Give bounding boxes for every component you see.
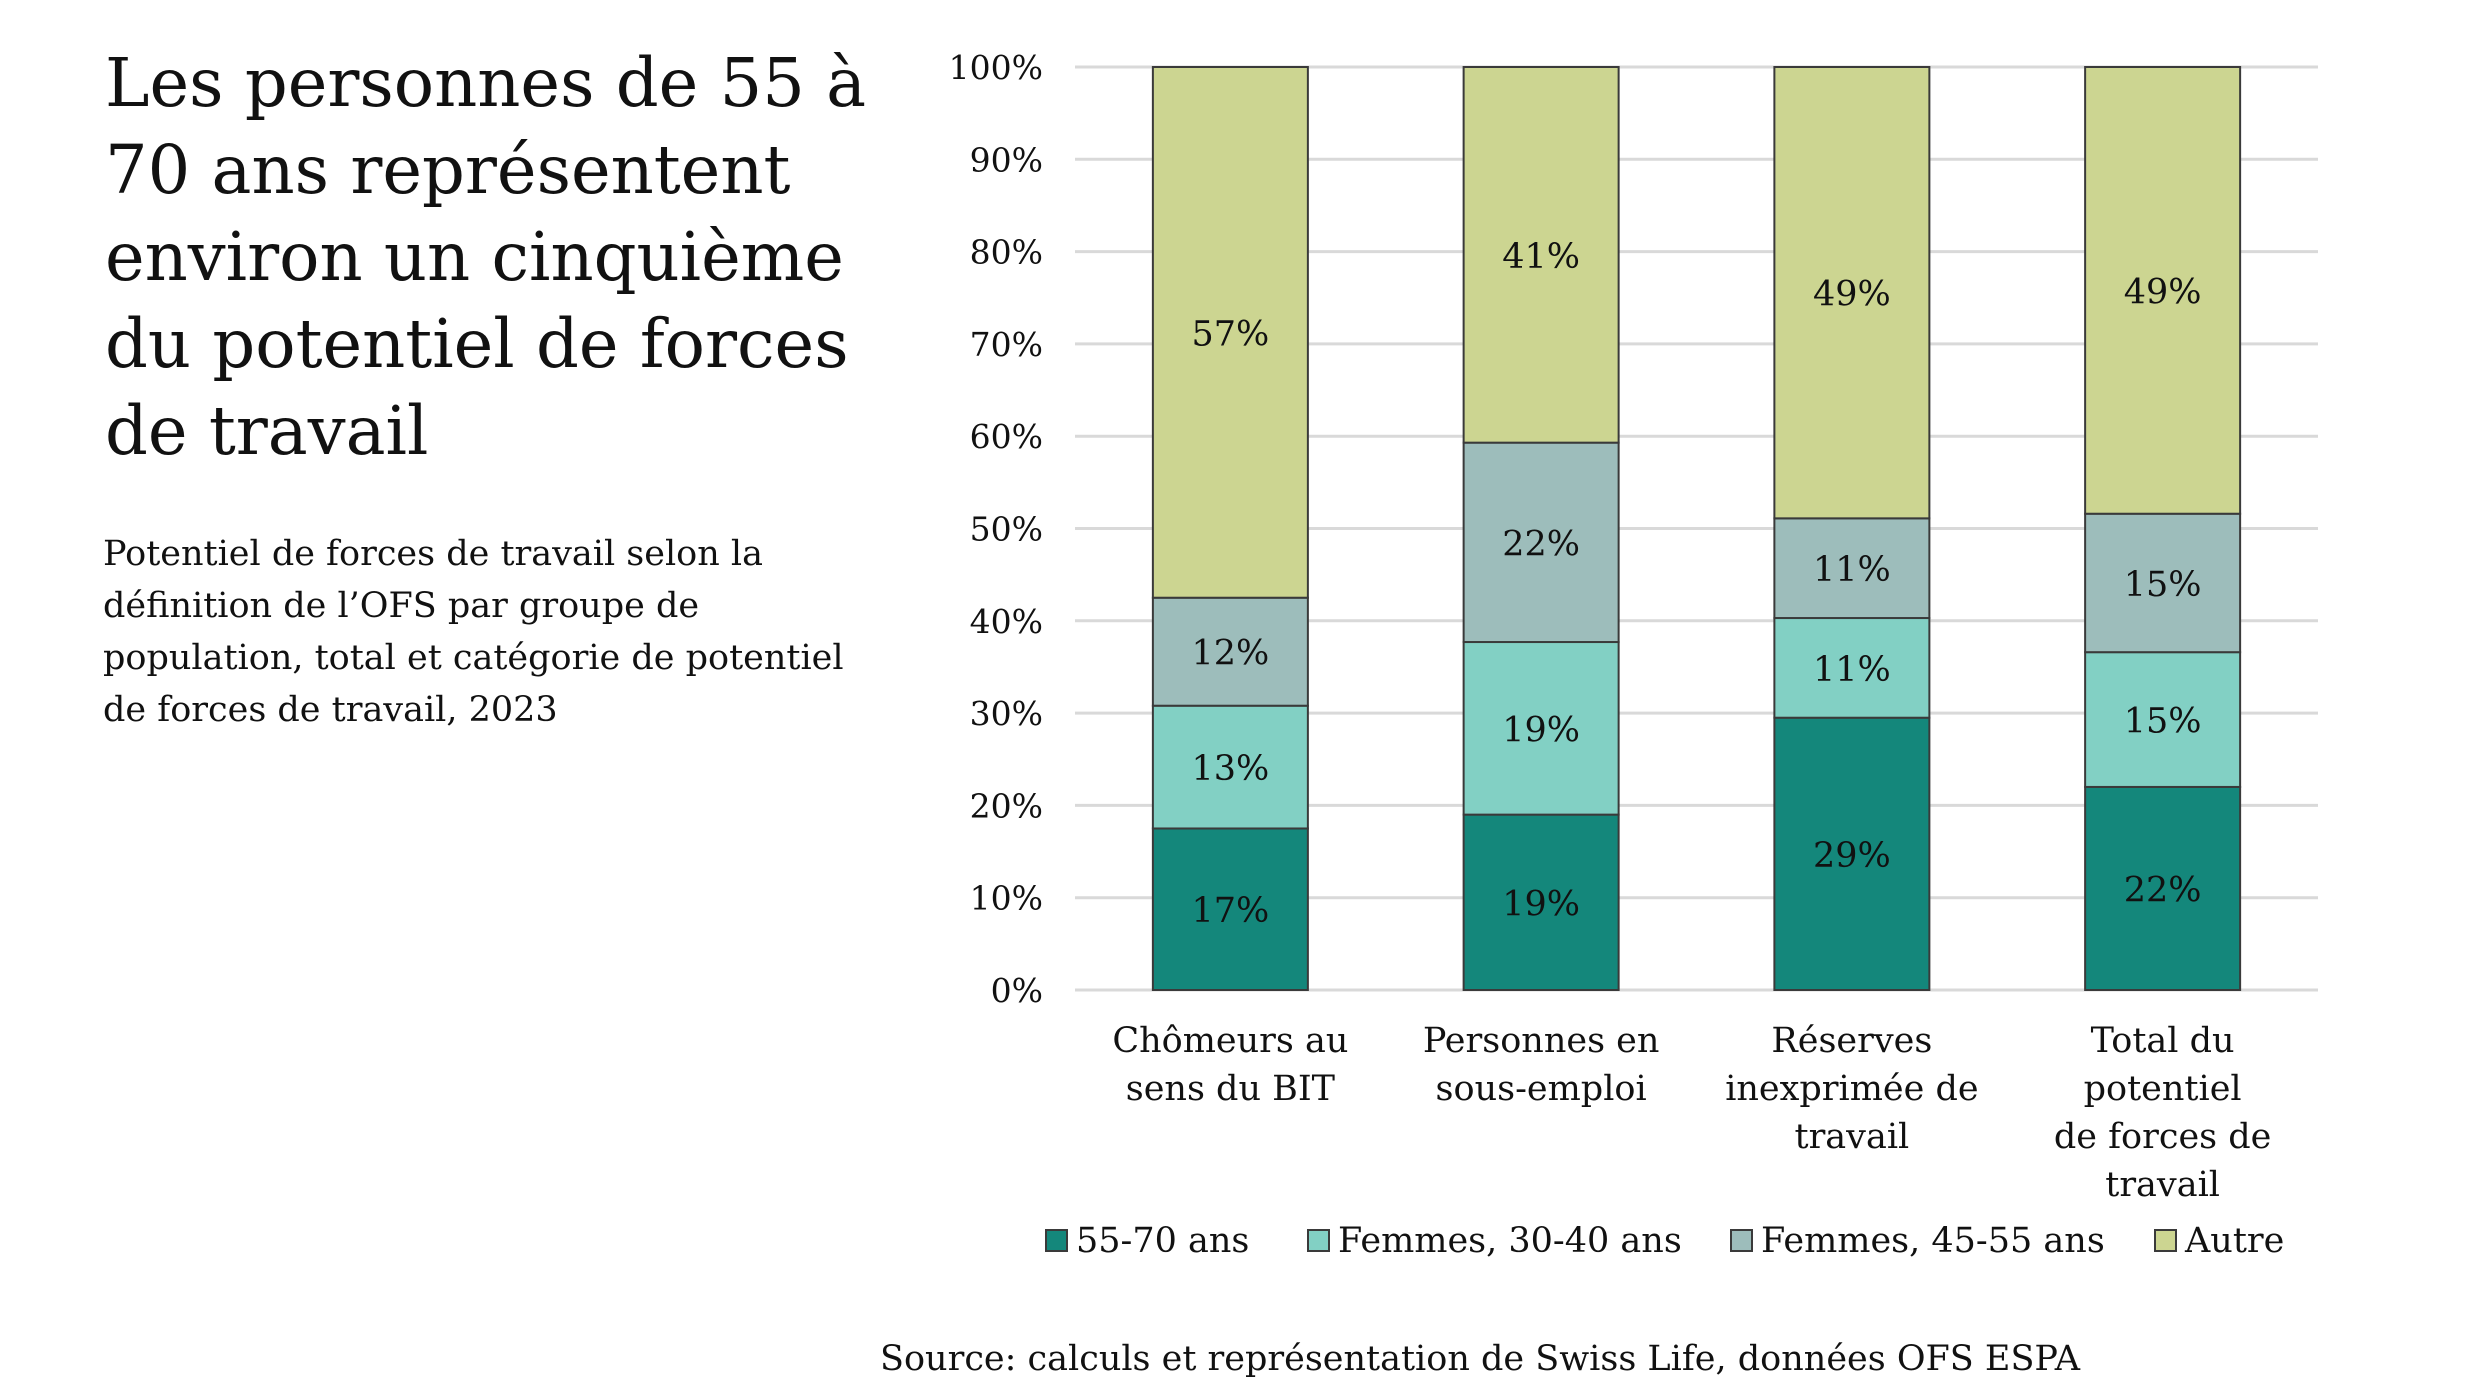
x-tick-label-line: inexprimée de [1725, 1069, 1978, 1109]
y-tick-label: 90% [970, 140, 1043, 179]
bar-segment [1151, 66, 1309, 599]
data-label: 57% [1191, 314, 1269, 354]
bar-segment [1773, 716, 1931, 992]
x-tick-label: Réserves inexprimée de travail [1725, 1021, 1978, 1157]
data-label: 41% [1502, 237, 1580, 277]
y-tick-label: 10% [970, 879, 1043, 918]
bar-segment [1773, 66, 1931, 520]
data-label: 22% [2124, 870, 2202, 910]
x-tick-label-line: de forces de [2054, 1117, 2272, 1157]
y-tick-label: 60% [970, 417, 1043, 456]
x-tick-label-line: travail [2105, 1165, 2220, 1205]
legend: 55-70 ans Femmes, 30-40 ans Femmes, 45-55 … [1045, 1221, 2284, 1261]
bar-segment [2084, 651, 2242, 788]
y-tick-label: 100% [949, 48, 1043, 87]
data-label: 22% [1502, 524, 1580, 564]
x-axis: Chômeurs au sens du BIT Personnes en sous-e… [1112, 1021, 2271, 1205]
y-tick-label: 20% [970, 786, 1043, 825]
bar-segment [2084, 785, 2242, 991]
legend-swatch [1307, 1229, 1330, 1252]
legend-label: Autre [2184, 1221, 2284, 1261]
chart-title: Les personnes de 55 à 70 ans représenten… [105, 44, 867, 470]
data-label: 11% [1813, 650, 1891, 690]
data-label: 17% [1191, 891, 1269, 931]
legend-label: Femmes, 45-55 ans [1761, 1221, 2105, 1261]
x-tick-label: Personnes en sous-emploi [1423, 1021, 1660, 1109]
x-tick-label-line: Personnes en [1423, 1021, 1660, 1061]
data-label: 19% [1502, 884, 1580, 924]
legend-swatch [1730, 1229, 1753, 1252]
bars: 17% 13% 12% 57% 19% 19% 22% 41% 29% 11% 11% 49% 22% 1… [1151, 66, 2242, 992]
legend-swatch [2154, 1229, 2177, 1252]
bar-segment [1462, 641, 1620, 816]
x-tick-label: Chômeurs au sens du BIT [1112, 1021, 1348, 1109]
x-tick-label-line: Réserves [1771, 1021, 1932, 1061]
bar-segment [1462, 66, 1620, 444]
data-label: 29% [1813, 836, 1891, 876]
y-tick-label: 70% [970, 325, 1043, 364]
bar-segment [1151, 596, 1309, 707]
legend-label: Femmes, 30-40 ans [1338, 1221, 1682, 1261]
data-label: 13% [1191, 749, 1269, 789]
x-tick-label-line: travail [1795, 1117, 1910, 1157]
y-tick-label: 40% [970, 602, 1043, 641]
data-label: 12% [1191, 634, 1269, 674]
x-tick-label: Total du potentiel de forces de travail [2054, 1021, 2272, 1205]
data-label: 19% [1502, 710, 1580, 750]
bar-segment [2084, 66, 2242, 515]
data-label: 49% [1813, 275, 1891, 315]
y-tick-label: 80% [970, 233, 1043, 272]
data-label: 15% [2124, 565, 2202, 605]
legend-label: 55-70 ans [1076, 1221, 1249, 1261]
x-tick-label-line: sens du BIT [1126, 1069, 1335, 1109]
bar-segment [1151, 827, 1309, 991]
y-tick-label: 30% [970, 694, 1043, 733]
bar-segment [1773, 517, 1931, 620]
y-tick-label: 0% [991, 971, 1043, 1010]
legend-swatch [1045, 1229, 1068, 1252]
bar-segment [1462, 441, 1620, 644]
y-axis: 0% 10% 20% 30% 40% 50% 60% 70% 80% 90% 100% [949, 48, 1043, 1010]
data-label: 15% [2124, 702, 2202, 742]
data-label: 49% [2124, 272, 2202, 312]
x-tick-label-line: sous-emploi [1436, 1069, 1647, 1109]
bar-segment [1151, 704, 1309, 830]
source-note: Source: calculs et représentation de Swi… [880, 1339, 2081, 1379]
chart-subtitle: Potentiel de forces de travail selon la … [103, 534, 844, 730]
x-tick-label-line: potentiel [2084, 1069, 2242, 1109]
bar-segment [2084, 512, 2242, 654]
x-tick-label-line: Chômeurs au [1112, 1021, 1348, 1061]
x-tick-label-line: Total du [2091, 1021, 2235, 1061]
data-label: 11% [1813, 550, 1891, 590]
bar-segment [1773, 617, 1931, 719]
y-tick-label: 50% [970, 510, 1043, 549]
